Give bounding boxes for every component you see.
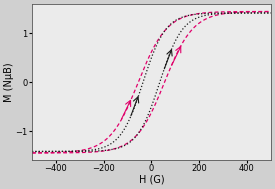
X-axis label: H (G): H (G) [139, 175, 164, 185]
Y-axis label: M (NμB): M (NμB) [4, 62, 14, 102]
